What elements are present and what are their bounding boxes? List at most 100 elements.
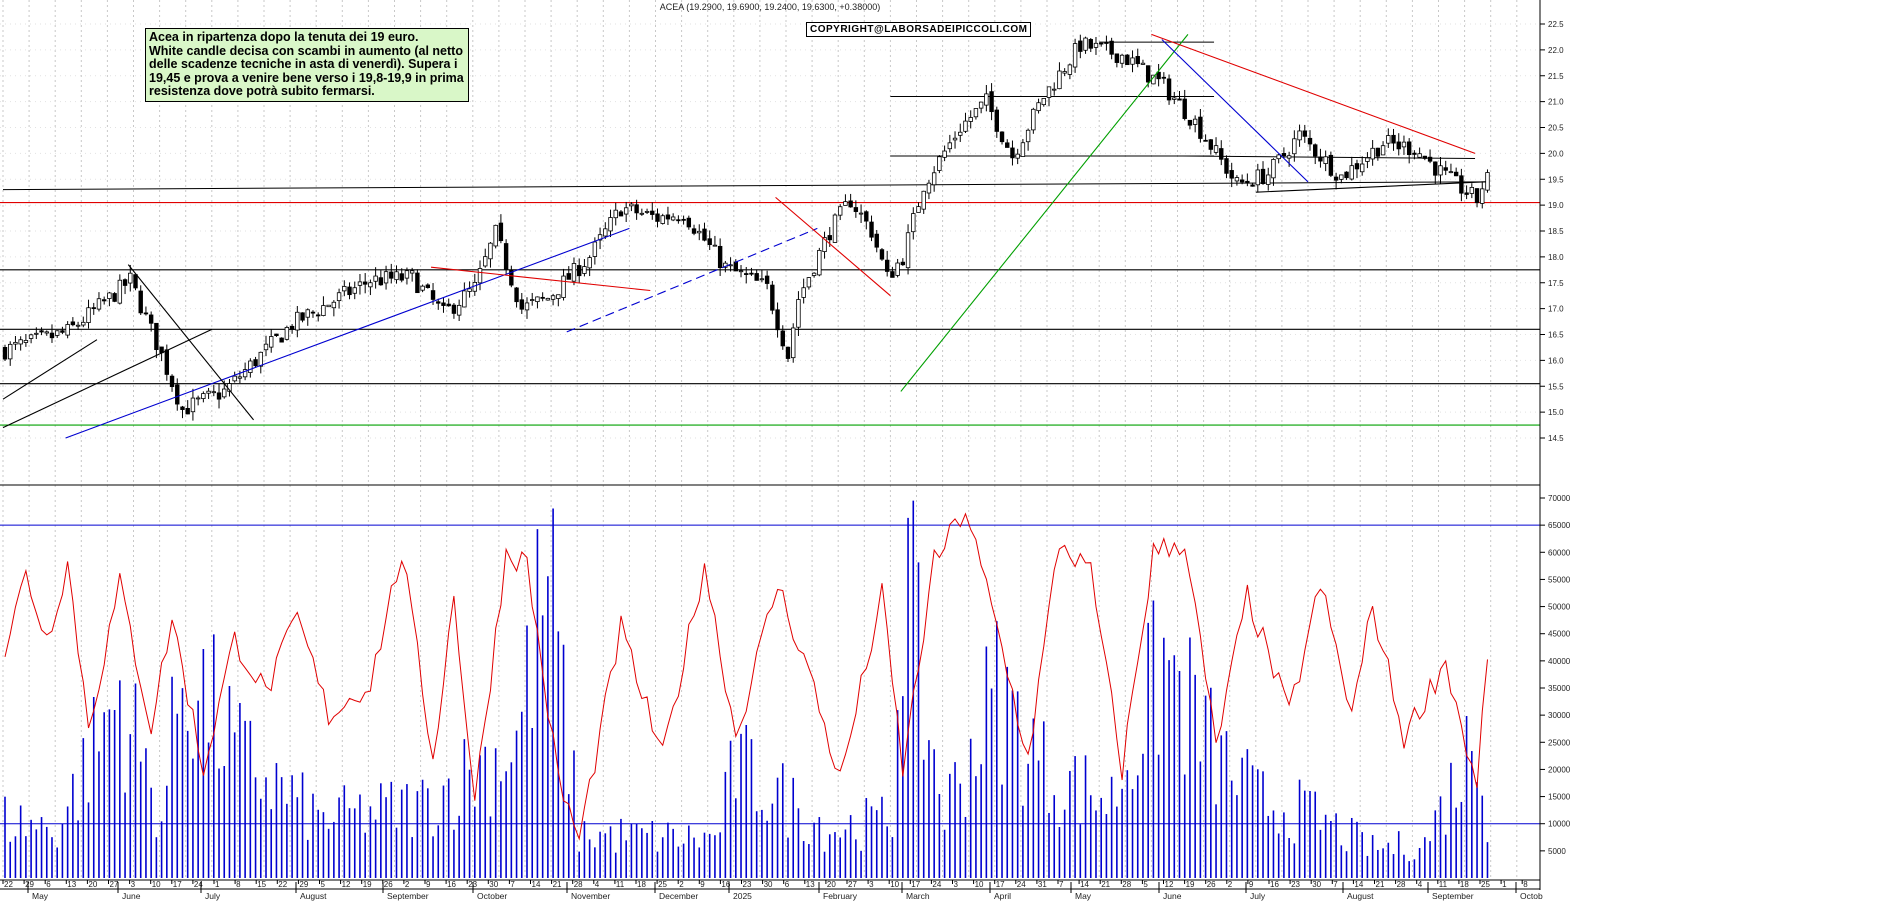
candle-body: [770, 284, 775, 311]
day-label: 12: [342, 880, 351, 889]
volume-oscillator: [4, 512, 1488, 841]
candle-body: [420, 285, 425, 291]
candle-body: [577, 265, 582, 277]
candle-body: [122, 279, 128, 286]
day-label: 20: [827, 880, 836, 889]
candle-body: [1333, 176, 1339, 181]
candle-body: [1005, 142, 1010, 148]
candle-body: [958, 131, 963, 136]
candle-body: [921, 190, 926, 210]
day-label: 4: [1418, 880, 1423, 889]
candle-body: [1203, 139, 1208, 142]
candle-body: [55, 330, 60, 336]
candle-body: [1119, 54, 1125, 64]
candle-body: [498, 222, 504, 242]
y-tick-label: 18.0: [1548, 253, 1564, 262]
candle-body: [1062, 71, 1067, 74]
candle-body: [1088, 39, 1093, 49]
candle-body: [477, 268, 483, 284]
candle-body: [456, 304, 462, 316]
day-label: 17: [911, 880, 920, 889]
day-label: 25: [1481, 880, 1490, 889]
candle-body: [81, 321, 86, 326]
day-label: 10: [890, 880, 899, 889]
trendline: [1151, 33, 1476, 154]
candle-body: [931, 172, 937, 186]
day-label: 6: [46, 880, 51, 889]
day-label: 22: [278, 880, 287, 889]
day-label: 28: [1397, 880, 1406, 889]
day-label: 31: [1038, 880, 1047, 889]
candle-body: [436, 301, 441, 304]
candle-body: [670, 216, 676, 221]
volume-tick-label: 20000: [1548, 765, 1571, 774]
vertical-grid: [2, 0, 1518, 878]
month-label: October: [477, 891, 507, 901]
candle-body: [138, 290, 143, 314]
candle-body: [1145, 65, 1151, 83]
copyright-badge: COPYRIGHT@LABORSADEIPICCOLI.COM: [806, 22, 1032, 37]
candle-body: [697, 230, 702, 234]
day-label: 24: [932, 880, 941, 889]
candle-body: [1318, 156, 1323, 162]
candle-body: [284, 327, 290, 340]
candle-body: [211, 391, 216, 394]
month-label: Octob: [1520, 891, 1543, 901]
candle-body: [519, 299, 524, 310]
candle-body: [801, 287, 806, 298]
trendline: [2, 328, 213, 429]
candle-body: [1010, 147, 1015, 159]
candle-body: [550, 295, 556, 300]
candle-body: [1093, 42, 1099, 48]
candle-body: [310, 311, 316, 314]
candle-body: [60, 330, 65, 333]
candle-body: [1276, 154, 1281, 160]
candle-body: [1443, 167, 1448, 171]
candle-body: [1135, 56, 1140, 65]
candle-body: [263, 343, 269, 351]
day-label: 25: [658, 880, 667, 889]
candle-body: [1292, 138, 1297, 155]
day-label: 21: [553, 880, 562, 889]
candle-body: [389, 271, 394, 279]
candle-body: [989, 91, 994, 113]
candle-body: [503, 243, 509, 270]
candle-body: [75, 324, 81, 327]
candle-body: [817, 250, 822, 276]
volume-tick-label: 10000: [1548, 820, 1571, 829]
candle-body: [222, 388, 227, 398]
candle-body: [1187, 119, 1193, 126]
day-label: 10: [975, 880, 984, 889]
day-label: 9: [426, 880, 431, 889]
candle-body: [1046, 86, 1052, 98]
candle-body: [1480, 188, 1485, 204]
candle-body: [1245, 180, 1250, 184]
candle-body: [545, 297, 551, 301]
candle-body: [822, 237, 827, 253]
candle-body: [1057, 70, 1062, 90]
day-label: 14: [532, 880, 541, 889]
candle-body: [28, 334, 34, 339]
volume-tick-label: 5000: [1548, 847, 1566, 856]
candle-body: [1025, 129, 1031, 143]
candle-body: [206, 390, 211, 394]
day-label: 8: [1523, 880, 1528, 889]
candle-body: [832, 214, 838, 243]
candle-body: [618, 211, 624, 217]
candle-body: [524, 302, 530, 311]
day-label: 19: [1186, 880, 1195, 889]
candle-body: [195, 397, 201, 400]
candle-body: [404, 270, 410, 279]
month-label: May: [32, 891, 49, 901]
candle-body: [874, 233, 879, 248]
month-label: November: [571, 891, 610, 901]
candle-body: [1297, 130, 1302, 141]
day-label: 7: [510, 880, 515, 889]
candle-body: [1313, 144, 1318, 157]
candle-body: [451, 304, 457, 314]
month-label: September: [1432, 891, 1474, 901]
candle-body: [806, 277, 812, 288]
candle-body: [164, 349, 170, 375]
candle-body: [608, 217, 613, 232]
candle-body: [1036, 102, 1041, 112]
